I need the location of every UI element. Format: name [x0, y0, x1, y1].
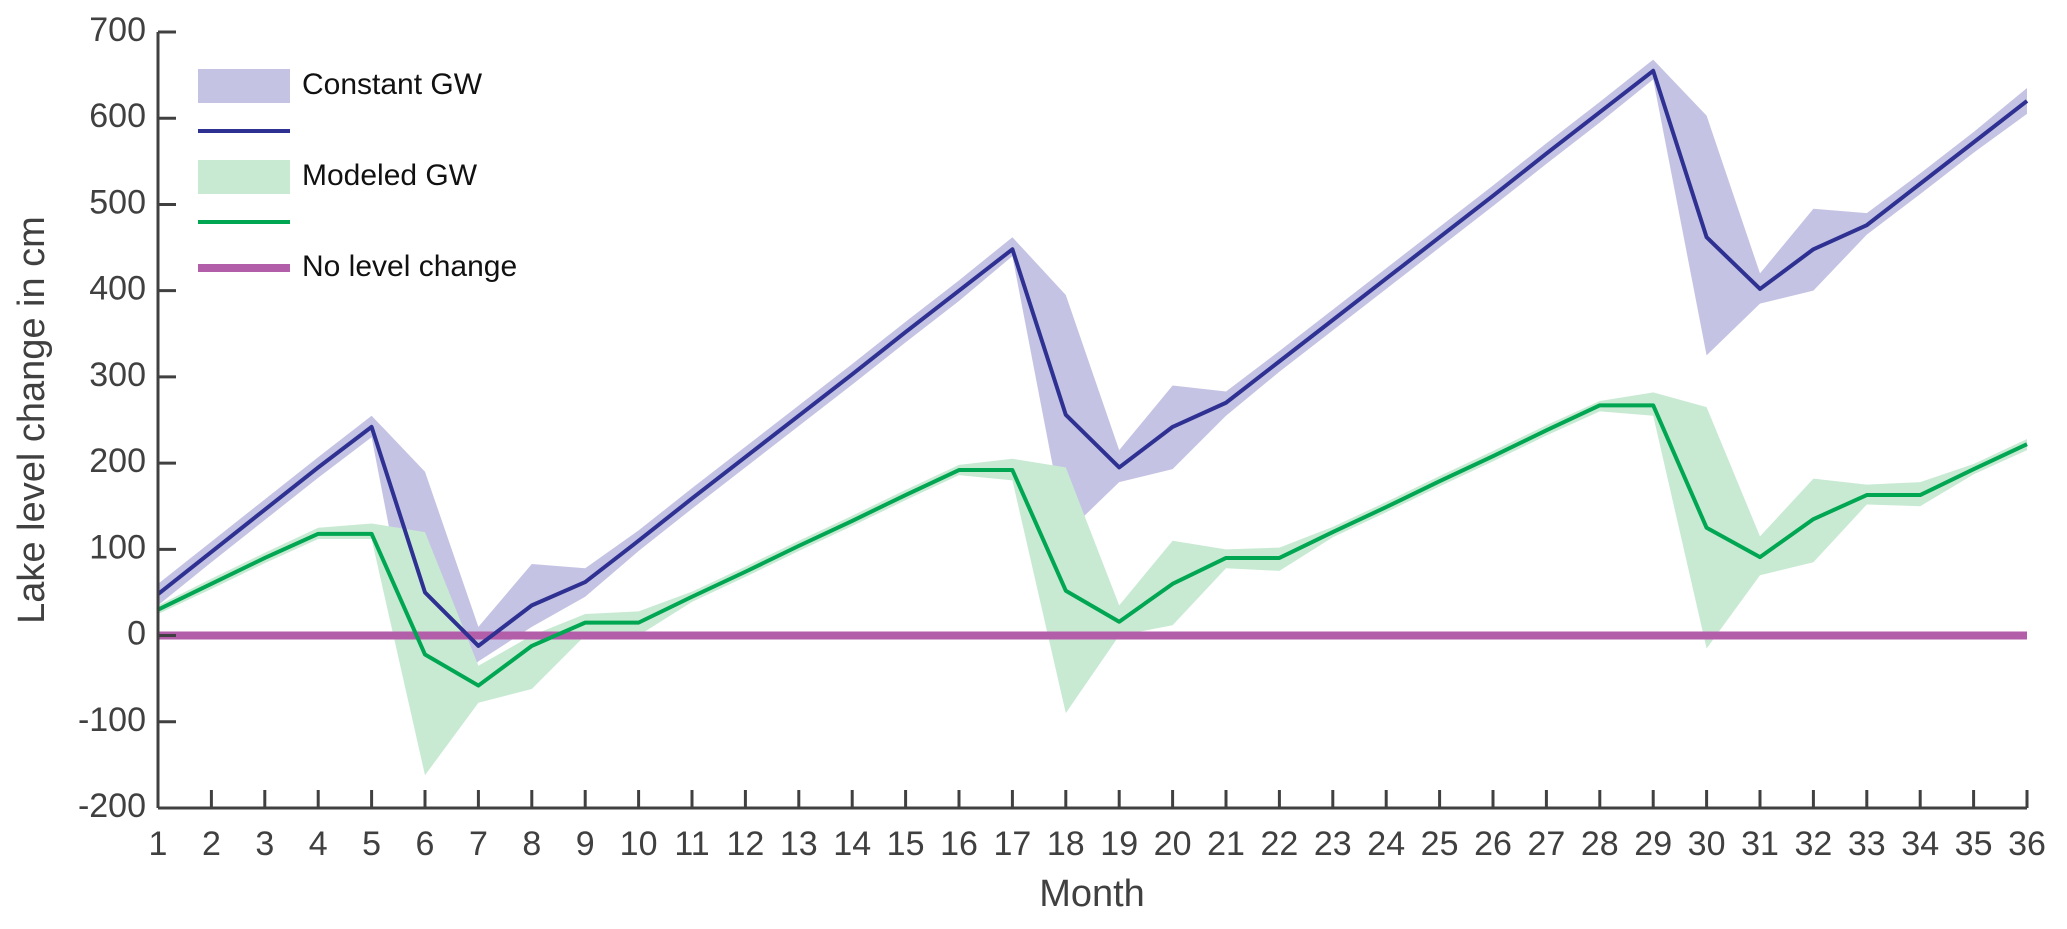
x-tick-label: 26	[1474, 825, 1512, 863]
x-tick-label: 30	[1688, 825, 1726, 863]
x-tick-label: 21	[1207, 825, 1245, 863]
y-tick-label: 600	[89, 97, 146, 135]
x-tick-label: 24	[1367, 825, 1405, 863]
x-tick-label: 23	[1314, 825, 1352, 863]
y-tick-label: 700	[89, 11, 146, 49]
legend-text: Constant GW	[302, 68, 483, 101]
y-tick-label: 400	[89, 270, 146, 308]
x-tick-label: 14	[833, 825, 871, 863]
x-tick-label: 18	[1047, 825, 1085, 863]
y-axis-label: Lake level change in cm	[11, 216, 53, 624]
x-tick-label: 22	[1260, 825, 1298, 863]
x-tick-label: 20	[1154, 825, 1192, 863]
x-tick-label: 28	[1581, 825, 1619, 863]
x-tick-label: 35	[1955, 825, 1993, 863]
x-tick-label: 17	[993, 825, 1031, 863]
y-tick-label: 100	[89, 528, 146, 566]
x-tick-label: 34	[1901, 825, 1939, 863]
x-tick-label: 16	[940, 825, 978, 863]
x-tick-label: 11	[674, 825, 709, 863]
legend-text: No level change	[302, 250, 517, 283]
y-tick-label: -100	[78, 701, 146, 739]
x-tick-label: 19	[1100, 825, 1138, 863]
x-tick-label: 12	[726, 825, 764, 863]
x-tick-label: 5	[362, 825, 381, 863]
y-tick-label: 500	[89, 183, 146, 221]
y-tick-label: 0	[127, 615, 146, 653]
y-tick-label: -200	[78, 787, 146, 825]
y-tick-label: 200	[89, 442, 146, 480]
band	[158, 392, 2027, 776]
x-tick-label: 27	[1527, 825, 1565, 863]
x-tick-label: 31	[1741, 825, 1779, 863]
x-tick-label: 29	[1634, 825, 1672, 863]
legend-text: Modeled GW	[302, 159, 478, 192]
x-tick-label: 36	[2008, 825, 2046, 863]
x-axis-label: Month	[1039, 873, 1145, 915]
x-tick-label: 25	[1421, 825, 1459, 863]
legend-patch	[198, 160, 290, 194]
line	[156, 68, 2029, 648]
x-tick-label: 9	[576, 825, 595, 863]
x-tick-label: 6	[416, 825, 435, 863]
legend-patch	[198, 69, 290, 103]
line	[157, 403, 2028, 688]
x-tick-label: 2	[202, 825, 221, 863]
x-tick-label: 3	[255, 825, 274, 863]
x-tick-label: 4	[309, 825, 328, 863]
x-tick-label: 10	[620, 825, 658, 863]
x-tick-label: 32	[1794, 825, 1832, 863]
x-tick-label: 1	[149, 825, 168, 863]
x-tick-label: 7	[469, 825, 488, 863]
y-tick-label: 300	[89, 356, 146, 394]
x-tick-label: 33	[1848, 825, 1886, 863]
x-tick-label: 13	[780, 825, 818, 863]
x-tick-label: 8	[522, 825, 541, 863]
x-tick-label: 15	[887, 825, 925, 863]
